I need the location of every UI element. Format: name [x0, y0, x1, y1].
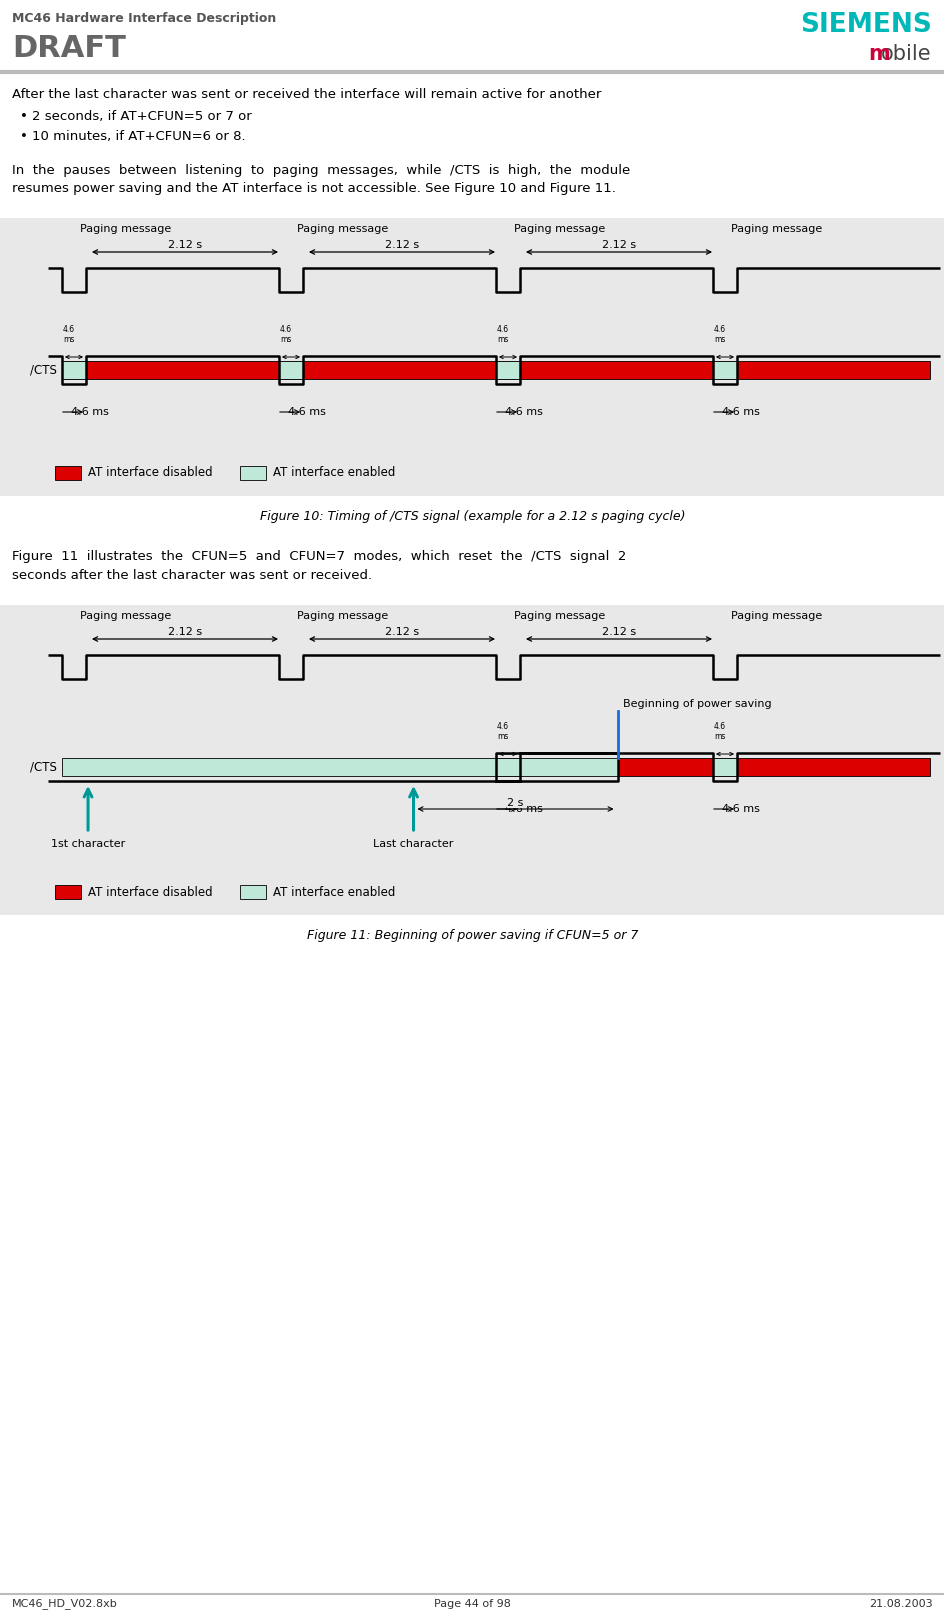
Bar — [62, 360, 929, 380]
Bar — [712, 758, 736, 776]
Text: Paging message: Paging message — [731, 225, 821, 234]
Text: /CTS: /CTS — [30, 761, 57, 774]
Bar — [496, 360, 519, 380]
Text: 2.12 s: 2.12 s — [601, 627, 635, 637]
Text: 2 s: 2 s — [507, 798, 523, 808]
Text: Paging message: Paging message — [514, 611, 605, 621]
Text: Paging message: Paging message — [514, 225, 605, 234]
Text: seconds after the last character was sent or received.: seconds after the last character was sen… — [12, 569, 372, 582]
Text: 4.6
ms: 4.6 ms — [714, 325, 725, 344]
Text: Paging message: Paging message — [296, 225, 388, 234]
Text: AT interface disabled: AT interface disabled — [88, 886, 212, 898]
Bar — [55, 886, 81, 898]
Text: 4.6 ms: 4.6 ms — [715, 805, 759, 814]
Bar — [55, 465, 81, 480]
Text: SIEMENS: SIEMENS — [800, 11, 931, 39]
Text: 4.6
ms: 4.6 ms — [714, 722, 725, 742]
Text: 10 minutes, if AT+CFUN=6 or 8.: 10 minutes, if AT+CFUN=6 or 8. — [32, 129, 245, 142]
Text: Beginning of power saving: Beginning of power saving — [622, 700, 770, 709]
Text: 2.12 s: 2.12 s — [384, 627, 418, 637]
Text: Page 44 of 98: Page 44 of 98 — [433, 1598, 511, 1610]
Text: 4.6 ms: 4.6 ms — [497, 805, 542, 814]
Text: DRAFT: DRAFT — [12, 34, 126, 63]
Text: AT interface enabled: AT interface enabled — [273, 467, 395, 480]
Bar — [496, 758, 519, 776]
Text: 2.12 s: 2.12 s — [384, 241, 418, 250]
Text: 2.12 s: 2.12 s — [168, 627, 202, 637]
Text: 4.6
ms: 4.6 ms — [279, 325, 292, 344]
Bar — [62, 360, 86, 380]
Text: 4.6 ms: 4.6 ms — [715, 407, 759, 417]
Text: After the last character was sent or received the interface will remain active f: After the last character was sent or rec… — [12, 87, 600, 100]
Text: AT interface enabled: AT interface enabled — [273, 886, 395, 898]
Text: Figure  11  illustrates  the  CFUN=5  and  CFUN=7  modes,  which  reset  the  /C: Figure 11 illustrates the CFUN=5 and CFU… — [12, 549, 626, 562]
Text: m: m — [868, 44, 889, 65]
Text: obile: obile — [881, 44, 931, 65]
Text: MC46_HD_V02.8xb: MC46_HD_V02.8xb — [12, 1598, 118, 1610]
Text: 2 seconds, if AT+CFUN=5 or 7 or: 2 seconds, if AT+CFUN=5 or 7 or — [32, 110, 251, 123]
Text: 2.12 s: 2.12 s — [601, 241, 635, 250]
Text: 4.6 ms: 4.6 ms — [64, 407, 109, 417]
Text: 4.6
ms: 4.6 ms — [497, 325, 509, 344]
Text: 4.6 ms: 4.6 ms — [497, 407, 542, 417]
Text: Figure 10: Timing of /CTS signal (example for a 2.12 s paging cycle): Figure 10: Timing of /CTS signal (exampl… — [260, 511, 684, 524]
Text: Paging message: Paging message — [80, 225, 171, 234]
Text: 2.12 s: 2.12 s — [168, 241, 202, 250]
Text: 1st character: 1st character — [51, 839, 125, 848]
Text: •: • — [20, 110, 27, 123]
Bar — [712, 360, 736, 380]
Text: MC46 Hardware Interface Description: MC46 Hardware Interface Description — [12, 11, 276, 24]
Bar — [240, 886, 265, 898]
Text: Paging message: Paging message — [731, 611, 821, 621]
Bar — [278, 360, 303, 380]
Text: Paging message: Paging message — [296, 611, 388, 621]
Text: 4.6 ms: 4.6 ms — [280, 407, 326, 417]
Text: In  the  pauses  between  listening  to  paging  messages,  while  /CTS  is  hig: In the pauses between listening to pagin… — [12, 163, 630, 178]
Text: /CTS: /CTS — [30, 364, 57, 377]
Text: AT interface disabled: AT interface disabled — [88, 467, 212, 480]
Text: 21.08.2003: 21.08.2003 — [868, 1598, 932, 1610]
Text: Paging message: Paging message — [80, 611, 171, 621]
Bar — [62, 758, 616, 776]
Bar — [0, 604, 944, 915]
Bar — [0, 218, 944, 496]
Text: Last character: Last character — [373, 839, 453, 848]
Text: 4.6
ms: 4.6 ms — [497, 722, 509, 742]
Bar — [616, 758, 929, 776]
Text: 4.6
ms: 4.6 ms — [63, 325, 75, 344]
Bar — [240, 465, 265, 480]
Text: resumes power saving and the AT interface is not accessible. See Figure 10 and F: resumes power saving and the AT interfac… — [12, 183, 615, 196]
Text: Figure 11: Beginning of power saving if CFUN=5 or 7: Figure 11: Beginning of power saving if … — [307, 929, 637, 942]
Text: •: • — [20, 129, 27, 142]
